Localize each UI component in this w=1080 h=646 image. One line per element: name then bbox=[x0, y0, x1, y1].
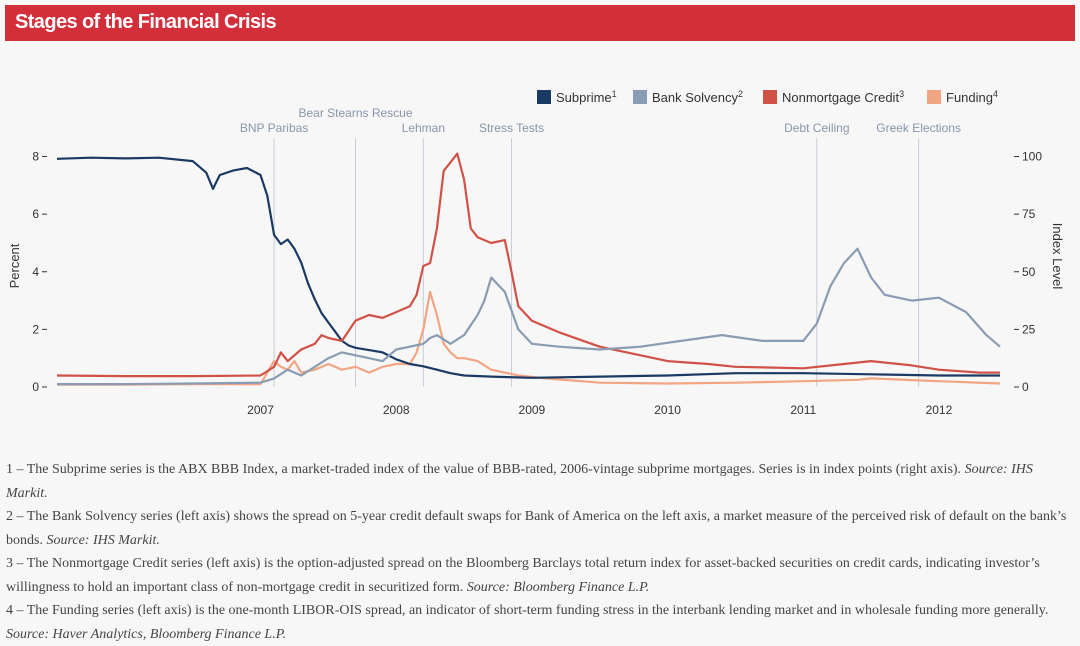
footnote-4: 4 – The Funding series (left axis) is th… bbox=[6, 599, 1068, 646]
footnote-1: 1 – The Subprime series is the ABX BBB I… bbox=[6, 458, 1068, 505]
footnote-4-source: Source: Haver Analytics, Bloomberg Finan… bbox=[6, 626, 286, 642]
chart-title: Stages of the Financial Crisis bbox=[15, 11, 277, 33]
footnote-3-text: 3 – The Nonmortgage Credit series (left … bbox=[6, 556, 1040, 595]
event-label-4: Debt Ceiling bbox=[784, 121, 849, 135]
y-left-tick-6: 6 bbox=[32, 207, 39, 221]
series-line-subprime bbox=[56, 156, 1000, 379]
x-tick-2011: 2011 bbox=[790, 403, 816, 417]
event-label-2: Lehman bbox=[402, 121, 445, 135]
legend-label-subprime: Subprime1 bbox=[556, 89, 617, 105]
legend-label-nonmortgage-credit: Nonmortgage Credit3 bbox=[782, 89, 904, 105]
footnote-3-source: Source: Bloomberg Finance L.P. bbox=[466, 579, 650, 595]
y-left-tick-4: 4 bbox=[32, 265, 39, 279]
legend-swatch-bank-solvency bbox=[633, 90, 647, 104]
y-right-tick-25: 25 bbox=[1022, 322, 1036, 336]
y-left-tick-2: 2 bbox=[32, 322, 39, 336]
legend-label-bank-solvency: Bank Solvency2 bbox=[652, 89, 743, 105]
event-label-5: Greek Elections bbox=[876, 121, 961, 135]
series-line-funding bbox=[57, 290, 1001, 386]
legend-label-funding: Funding4 bbox=[946, 89, 998, 105]
y-left-tick-8: 8 bbox=[32, 150, 39, 164]
series-line-bank-solvency bbox=[57, 247, 1001, 386]
footnote-2-source: Source: IHS Markit. bbox=[46, 532, 160, 548]
y-right-tick-100: 100 bbox=[1022, 150, 1042, 164]
footnote-2: 2 – The Bank Solvency series (left axis)… bbox=[6, 505, 1068, 552]
footnote-1-text: 1 – The Subprime series is the ABX BBB I… bbox=[6, 462, 965, 477]
legend-swatch-subprime bbox=[537, 90, 551, 104]
legend-swatch-nonmortgage-credit bbox=[763, 90, 777, 104]
event-label-1: Bear Stearns Rescue bbox=[298, 106, 412, 120]
y-left-tick-0: 0 bbox=[32, 380, 39, 394]
y-right-tick-50: 50 bbox=[1022, 265, 1036, 279]
event-label-3: Stress Tests bbox=[479, 121, 544, 135]
footnote-3: 3 – The Nonmortgage Credit series (left … bbox=[6, 552, 1068, 599]
footnote-1-source: Source: IHS Markit. bbox=[6, 462, 1033, 501]
footnote-4-text: 4 – The Funding series (left axis) is th… bbox=[6, 603, 1049, 618]
x-tick-2012: 2012 bbox=[926, 403, 953, 417]
x-tick-2009: 2009 bbox=[519, 403, 546, 417]
y-right-axis-title: Index Level bbox=[1050, 223, 1065, 290]
x-tick-2010: 2010 bbox=[654, 403, 681, 417]
legend-swatch-funding bbox=[927, 90, 941, 104]
y-right-tick-0: 0 bbox=[1022, 380, 1029, 394]
event-label-0: BNP Paribas bbox=[240, 121, 308, 135]
series-line-nonmortgage-credit bbox=[56, 152, 1000, 378]
title-banner: Stages of the Financial Crisis bbox=[5, 5, 1075, 41]
y-left-axis-title: Percent bbox=[7, 243, 22, 288]
y-right-tick-75: 75 bbox=[1022, 207, 1036, 221]
x-tick-2007: 2007 bbox=[247, 403, 274, 417]
x-tick-2008: 2008 bbox=[383, 403, 410, 417]
footnotes: 1 – The Subprime series is the ABX BBB I… bbox=[6, 458, 1068, 646]
footnote-2-text: 2 – The Bank Solvency series (left axis)… bbox=[6, 509, 1067, 548]
